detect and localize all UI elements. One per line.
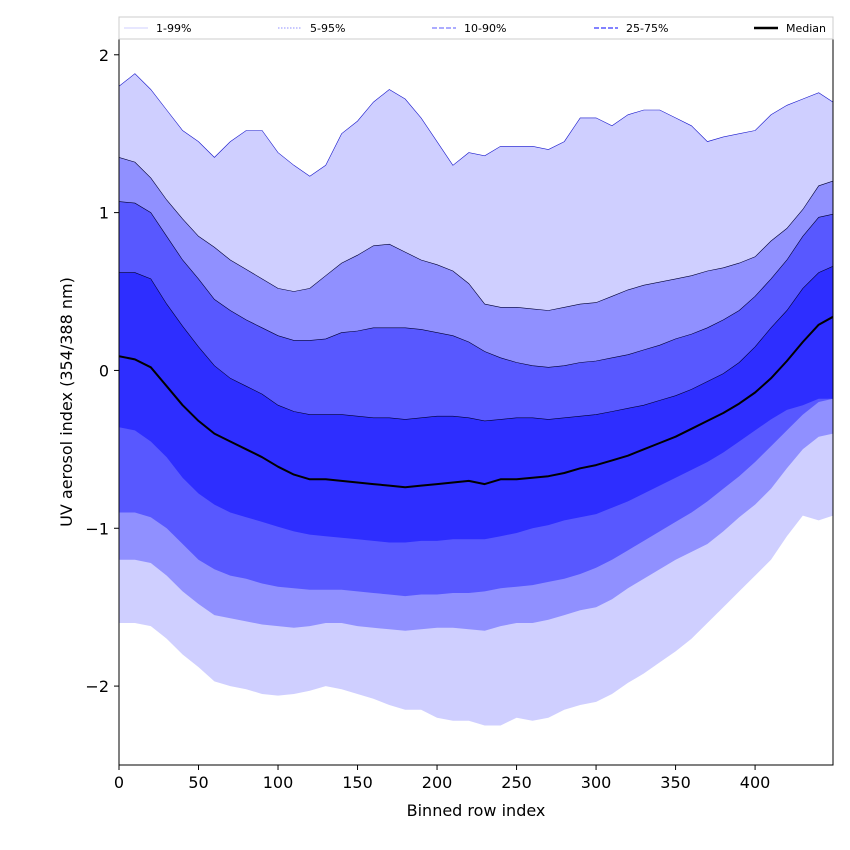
x-tick-label: 150 [342, 773, 373, 792]
bands-layer [119, 73, 833, 726]
y-tick-label: 1 [99, 204, 109, 223]
band-upper-edge [119, 73, 833, 177]
legend-label: Median [786, 22, 826, 35]
legend-label: 1-99% [156, 22, 191, 35]
band-upper-edge [119, 266, 833, 422]
legend-label: 10-90% [464, 22, 506, 35]
x-tick-label: 50 [188, 773, 208, 792]
y-tick-label: −1 [85, 519, 109, 538]
y-tick-label: −2 [85, 677, 109, 696]
x-tick-label: 300 [581, 773, 612, 792]
band-upper-edge [119, 201, 833, 368]
legend-label: 5-95% [310, 22, 345, 35]
legend-box [118, 16, 834, 40]
legend: 1-99% 5-95% 10-90% 25-75% Median [118, 16, 834, 40]
band-upper-edge [119, 157, 833, 311]
median-line [119, 315, 833, 489]
y-tick-label: 2 [99, 46, 109, 65]
x-axis-label: Binned row index [407, 801, 546, 820]
y-tick-label: 0 [99, 361, 109, 380]
x-tick-label: 400 [740, 773, 771, 792]
x-axis: 0 50 100 150 200 250 300 350 400 [114, 765, 770, 792]
y-axis: −2 −1 0 1 2 [85, 46, 119, 696]
x-tick-label: 250 [501, 773, 532, 792]
x-tick-label: 200 [422, 773, 453, 792]
legend-label: 25-75% [626, 22, 668, 35]
x-tick-label: 0 [114, 773, 124, 792]
band-25-to-75 [119, 266, 833, 543]
x-tick-label: 100 [263, 773, 294, 792]
median-layer [119, 315, 833, 489]
x-tick-label: 350 [660, 773, 691, 792]
y-axis-label: UV aerosol index (354/388 nm) [57, 277, 76, 527]
